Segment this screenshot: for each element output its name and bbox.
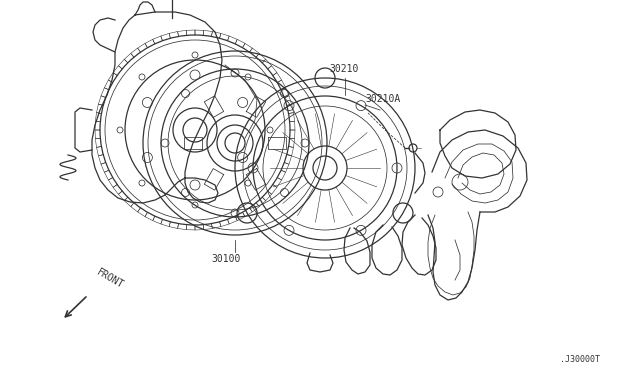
Text: 30210A: 30210A (365, 94, 400, 104)
Text: 30100: 30100 (211, 254, 241, 264)
Text: .J30000T: .J30000T (560, 355, 600, 364)
Text: 30210: 30210 (330, 64, 358, 74)
Text: FRONT: FRONT (95, 267, 125, 290)
